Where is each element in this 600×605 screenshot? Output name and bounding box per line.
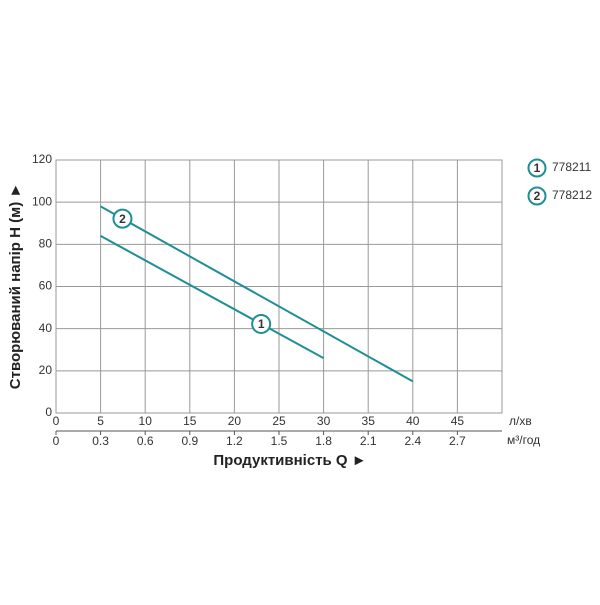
legend-marker-label: 2: [534, 189, 541, 203]
x2-tick-label: 1.5: [271, 434, 288, 448]
y-tick-label: 80: [39, 237, 53, 251]
x2-tick-label: 1.8: [315, 434, 332, 448]
x-unit: л/хв: [509, 414, 532, 428]
x-tick-label: 40: [406, 414, 420, 428]
series-line: [100, 235, 325, 360]
x-tick-label: 5: [97, 414, 104, 428]
y-tick-label: 0: [45, 405, 52, 419]
x2-tick-label: 2.7: [449, 434, 466, 448]
y-tick-label: 120: [32, 152, 52, 166]
x2-tick-label: 0.6: [137, 434, 154, 448]
x-tick-label: 20: [228, 414, 242, 428]
y-tick-label: 40: [39, 321, 53, 335]
x-tick-label: 10: [139, 414, 153, 428]
series-marker-circle: [112, 208, 133, 229]
legend-label: 778212: [552, 188, 592, 202]
x2-tick-label: 0.9: [181, 434, 198, 448]
y-axis-title: Створюваний напір H (м) ►: [7, 183, 24, 389]
legend-circle: [527, 186, 547, 206]
series-marker-label: 2: [119, 212, 126, 226]
legend-marker-label: 1: [534, 161, 541, 175]
x2-tick-label: 0.3: [92, 434, 109, 448]
x-tick-label: 25: [272, 414, 286, 428]
x-axis-title: Продуктивність Q ►: [213, 452, 366, 469]
series-line: [100, 205, 414, 383]
x2-unit: м³/год: [507, 433, 540, 447]
x2-tick-label: 2.4: [404, 434, 421, 448]
series-marker-label: 1: [258, 317, 265, 331]
x2-tick-label: 1.2: [226, 434, 243, 448]
x-tick-label: 30: [317, 414, 331, 428]
x-tick-label: 15: [183, 414, 197, 428]
legend-circle: [527, 158, 547, 178]
x-tick-label: 0: [53, 414, 60, 428]
x2-tick-label: 0: [53, 434, 60, 448]
series-marker-circle: [251, 313, 272, 334]
y-tick-label: 20: [39, 363, 53, 377]
x-tick-label: 35: [362, 414, 376, 428]
x2-tick-label: 2.1: [360, 434, 377, 448]
y-tick-label: 60: [39, 279, 53, 293]
legend-label: 778211: [552, 160, 591, 174]
x-tick-label: 45: [451, 414, 465, 428]
y-tick-label: 100: [32, 194, 52, 208]
